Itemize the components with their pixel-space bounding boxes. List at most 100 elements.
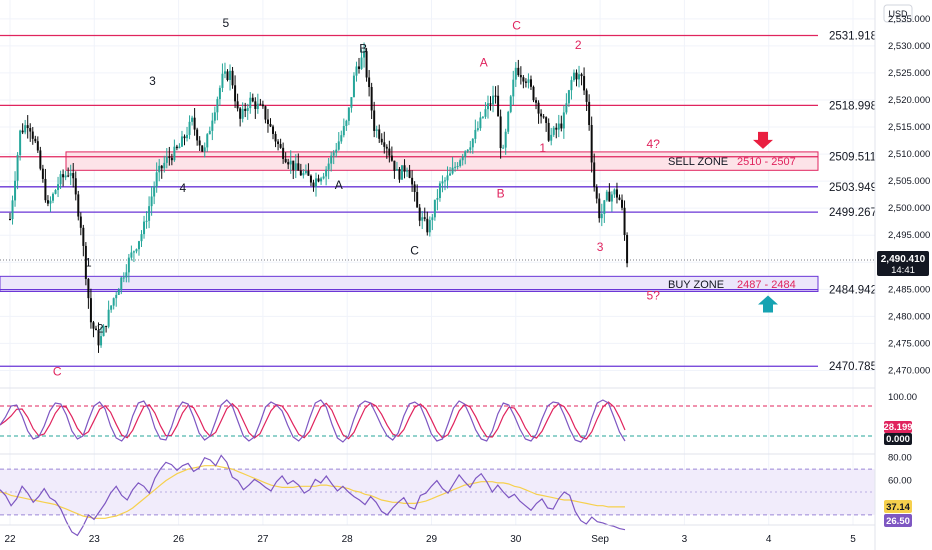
candle-body (330, 155, 333, 164)
price-tick-label: 2,500.000 (888, 203, 930, 214)
candle-body (547, 122, 550, 141)
candle-body (550, 134, 553, 141)
candle-body (615, 189, 618, 198)
currency-badge[interactable] (883, 4, 913, 23)
candle-body (289, 160, 292, 165)
candle-body (355, 66, 358, 76)
wave-label: 4 (179, 181, 186, 195)
candle-body (590, 124, 593, 163)
candle-body (365, 51, 368, 78)
candle-body (514, 67, 517, 80)
candle-body (100, 336, 103, 346)
stochastic-pane[interactable] (0, 399, 875, 443)
candle-body (522, 77, 525, 82)
candle-body (471, 138, 474, 148)
rsi-ma-tag (884, 500, 912, 513)
candle-body (198, 140, 201, 146)
candle-body (218, 87, 221, 100)
level-label: 2503.949 (829, 182, 877, 194)
rsi-ma-value: 37.14 (886, 502, 910, 513)
candle-body (266, 119, 269, 124)
candle-body (388, 148, 391, 156)
candle-body (168, 156, 171, 158)
candle-body (358, 66, 361, 69)
candle-body (236, 101, 239, 109)
stoch-d-line (0, 401, 626, 440)
candle-body (595, 187, 598, 199)
candle-body (41, 168, 44, 179)
candlestick-series (9, 42, 629, 353)
candle-body (254, 101, 257, 109)
candle-body (125, 272, 128, 278)
candle-body (332, 152, 335, 156)
stoch-k-line (0, 399, 626, 443)
wave-label: C (53, 364, 62, 378)
candle-body (92, 322, 95, 329)
candle-body (304, 170, 307, 174)
candle-body (256, 103, 259, 109)
candle-body (340, 135, 343, 142)
candle-body (446, 175, 449, 181)
candle-body (292, 160, 295, 170)
stoch-tick-label: 100.00 (888, 392, 917, 403)
candle-body (269, 123, 272, 127)
candle-body (585, 90, 588, 102)
candle-body (175, 146, 178, 149)
wave-label: C (410, 244, 419, 258)
time-tick-label: 27 (257, 534, 269, 545)
time-tick-label: 5 (850, 534, 856, 545)
candle-body (279, 144, 282, 148)
candle-body (610, 194, 613, 202)
candle-body (370, 87, 373, 111)
price-tick-label: 2,530.000 (888, 41, 930, 52)
candle-body (555, 127, 558, 130)
candle-body (206, 134, 209, 148)
rsi-pane[interactable] (0, 454, 875, 537)
candle-body (588, 101, 591, 125)
candle-body (132, 251, 135, 253)
candle-body (226, 71, 229, 81)
candle-body (454, 166, 457, 168)
wave-labels: 5 B 3 4 A C 1 2 C A C 2 1 B 3 4? 5? (53, 16, 660, 378)
candle-body (560, 123, 563, 129)
candle-body (519, 75, 522, 78)
candle-body (21, 130, 24, 133)
candle-body (578, 74, 581, 80)
candle-body (383, 142, 386, 147)
candle-body (438, 183, 441, 199)
candle-body (64, 175, 67, 178)
price-pane[interactable]: 2531.918 2518.998 2509.511 2503.949 2499.267… (0, 0, 877, 525)
candle-body (251, 97, 254, 102)
wave-label: 2 (97, 322, 104, 336)
candle-body (148, 206, 151, 221)
level-label: 2518.998 (829, 100, 877, 112)
time-axis[interactable]: 22 23 26 27 28 29 30 Sep 3 4 5 (4, 534, 856, 545)
wave-label: A (480, 55, 488, 69)
candle-body (49, 200, 52, 204)
time-tick-label: 3 (682, 534, 688, 545)
candle-body (605, 191, 608, 201)
stoch-d-value: 0.000 (886, 434, 910, 445)
price-tick-label: 2,535.000 (888, 14, 930, 25)
rsi-value: 26.50 (886, 516, 910, 527)
candle-body (499, 116, 502, 149)
candle-body (481, 116, 484, 118)
candle-body (373, 110, 376, 131)
candle-body (309, 175, 312, 183)
candle-body (24, 125, 27, 133)
candle-body (89, 298, 92, 323)
time-tick-label: 26 (173, 534, 185, 545)
candle-body (360, 57, 363, 69)
candle-body (155, 172, 158, 187)
time-tick-label: 22 (4, 534, 16, 545)
candle-body (246, 108, 249, 111)
candle-body (282, 147, 285, 159)
candle-body (36, 141, 39, 151)
candle-body (44, 178, 47, 201)
candle-body (395, 169, 398, 171)
candle-body (16, 155, 19, 181)
candle-body (165, 156, 168, 163)
level-label: 2509.511 (829, 152, 876, 164)
price-scale[interactable]: USD 2,535.000 2,530.000 2,525.000 2,520.000… (874, 0, 932, 550)
